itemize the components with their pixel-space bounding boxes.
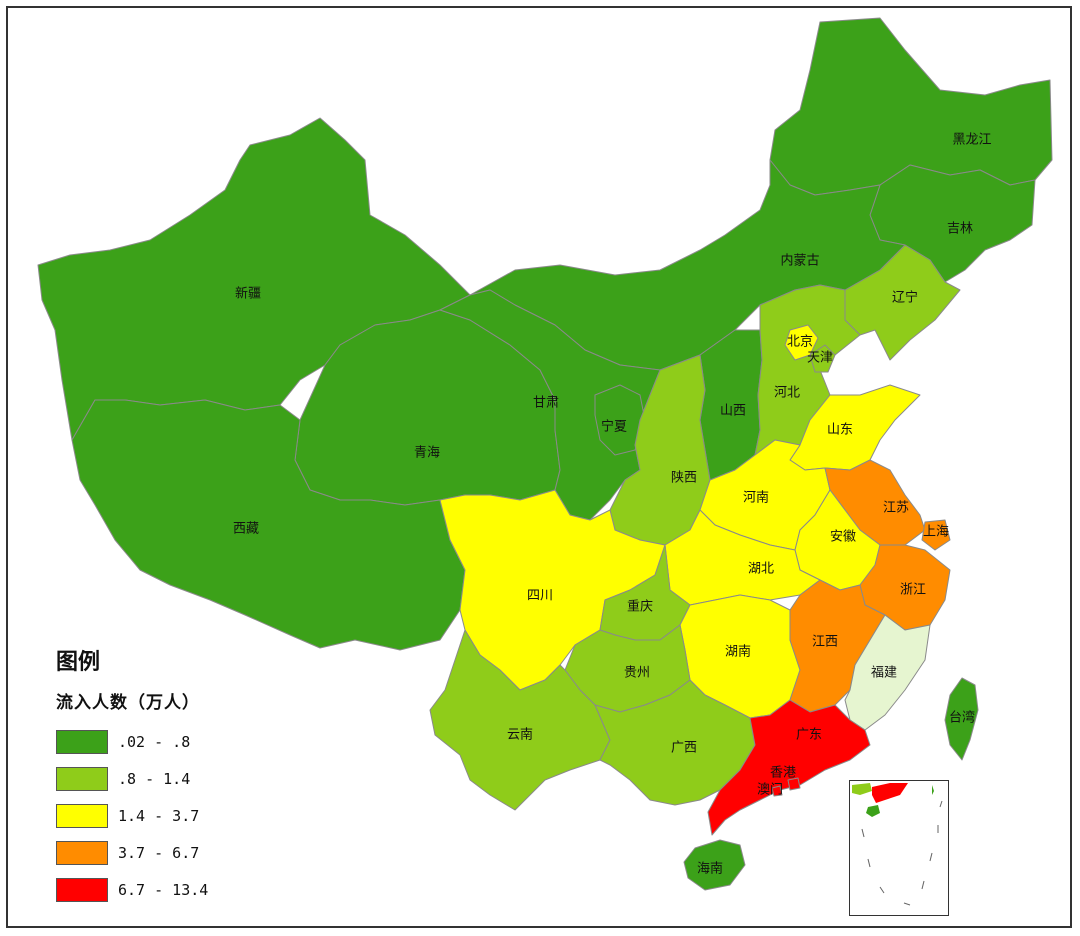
legend-item: 3.7 - 6.7 bbox=[56, 834, 296, 871]
legend-range: 1.4 - 3.7 bbox=[118, 806, 200, 825]
label-hubei: 湖北 bbox=[748, 562, 774, 577]
legend-range: 6.7 - 13.4 bbox=[118, 880, 209, 899]
label-tianjin: 天津 bbox=[807, 351, 833, 366]
south-china-sea-inset bbox=[849, 780, 949, 916]
label-hebei: 河北 bbox=[774, 386, 800, 401]
label-yunnan: 云南 bbox=[507, 727, 533, 743]
province-hainan[interactable] bbox=[683, 839, 746, 891]
label-neimenggu: 内蒙古 bbox=[780, 253, 819, 269]
label-beijing: 北京 bbox=[787, 335, 813, 350]
label-ningxia: 宁夏 bbox=[601, 419, 627, 435]
label-sichuan: 四川 bbox=[527, 589, 553, 604]
legend-swatch bbox=[56, 877, 108, 902]
label-anhui: 安徽 bbox=[830, 530, 856, 545]
legend-swatch bbox=[56, 803, 108, 828]
province-labels: 黑龙江 吉林 辽宁 内蒙古 新疆 甘肃 宁夏 青海 西藏 北京 天津 河北 山西… bbox=[233, 133, 992, 877]
label-henan: 河南 bbox=[743, 490, 769, 506]
label-xizang: 西藏 bbox=[233, 522, 259, 537]
province-hongkong[interactable] bbox=[787, 777, 801, 791]
province-guangdong[interactable] bbox=[707, 699, 871, 836]
legend-swatch bbox=[56, 766, 108, 791]
province-ningxia[interactable] bbox=[594, 384, 646, 456]
label-xinjiang: 新疆 bbox=[235, 286, 261, 302]
label-guangxi: 广西 bbox=[671, 741, 697, 756]
label-qinghai: 青海 bbox=[414, 446, 440, 461]
label-hongkong: 香港 bbox=[770, 766, 796, 781]
legend-subtitle: 流入人数（万人） bbox=[56, 693, 200, 713]
province-taiwan[interactable] bbox=[944, 677, 979, 761]
province-macau[interactable] bbox=[771, 785, 783, 797]
label-liaoning: 辽宁 bbox=[892, 290, 918, 306]
label-shaanxi: 陕西 bbox=[671, 471, 697, 486]
label-shanghai: 上海 bbox=[923, 525, 949, 540]
legend-range: .8 - 1.4 bbox=[118, 769, 191, 788]
nine-dash-line bbox=[861, 800, 943, 906]
inset-guangdong-fragment bbox=[872, 783, 908, 803]
inset-guangxi-fragment bbox=[852, 783, 872, 795]
label-hainan: 海南 bbox=[697, 861, 723, 877]
label-jiangxi: 江西 bbox=[812, 635, 838, 650]
label-zhejiang: 浙江 bbox=[900, 583, 926, 598]
label-shandong: 山东 bbox=[827, 423, 853, 438]
legend-item: 6.7 - 13.4 bbox=[56, 871, 296, 908]
province-fujian[interactable] bbox=[844, 614, 931, 731]
province-tianjin[interactable] bbox=[809, 344, 836, 373]
label-hunan: 湖南 bbox=[725, 644, 751, 660]
inset-taiwan-fragment bbox=[932, 785, 934, 795]
label-macau: 澳门 bbox=[757, 782, 783, 798]
legend-swatch bbox=[56, 729, 108, 754]
label-taiwan: 台湾 bbox=[949, 710, 975, 726]
legend-title: 图例 bbox=[56, 650, 101, 675]
legend: 图例 流入人数（万人） .02 - .8 .8 - 1.4 1.4 - 3.7 … bbox=[56, 644, 296, 904]
label-shanxi: 山西 bbox=[720, 404, 746, 419]
legend-range: .02 - .8 bbox=[118, 732, 191, 751]
province-gansu[interactable] bbox=[439, 289, 661, 521]
inset-hainan-fragment bbox=[866, 805, 880, 817]
label-gansu: 甘肃 bbox=[533, 396, 559, 411]
label-jilin: 吉林 bbox=[947, 222, 973, 237]
legend-item: .02 - .8 bbox=[56, 723, 296, 760]
label-chongqing: 重庆 bbox=[627, 599, 653, 615]
legend-range: 3.7 - 6.7 bbox=[118, 843, 200, 862]
label-heilongjiang: 黑龙江 bbox=[952, 133, 991, 148]
province-shanghai[interactable] bbox=[921, 519, 951, 551]
legend-item: 1.4 - 3.7 bbox=[56, 797, 296, 834]
inset-map bbox=[852, 783, 943, 906]
label-fujian: 福建 bbox=[871, 666, 897, 681]
label-guizhou: 贵州 bbox=[624, 666, 650, 681]
legend-item: .8 - 1.4 bbox=[56, 760, 296, 797]
label-guangdong: 广东 bbox=[796, 728, 822, 743]
legend-swatch bbox=[56, 840, 108, 865]
label-jiangsu: 江苏 bbox=[883, 500, 909, 516]
province-yunnan[interactable] bbox=[429, 629, 611, 811]
